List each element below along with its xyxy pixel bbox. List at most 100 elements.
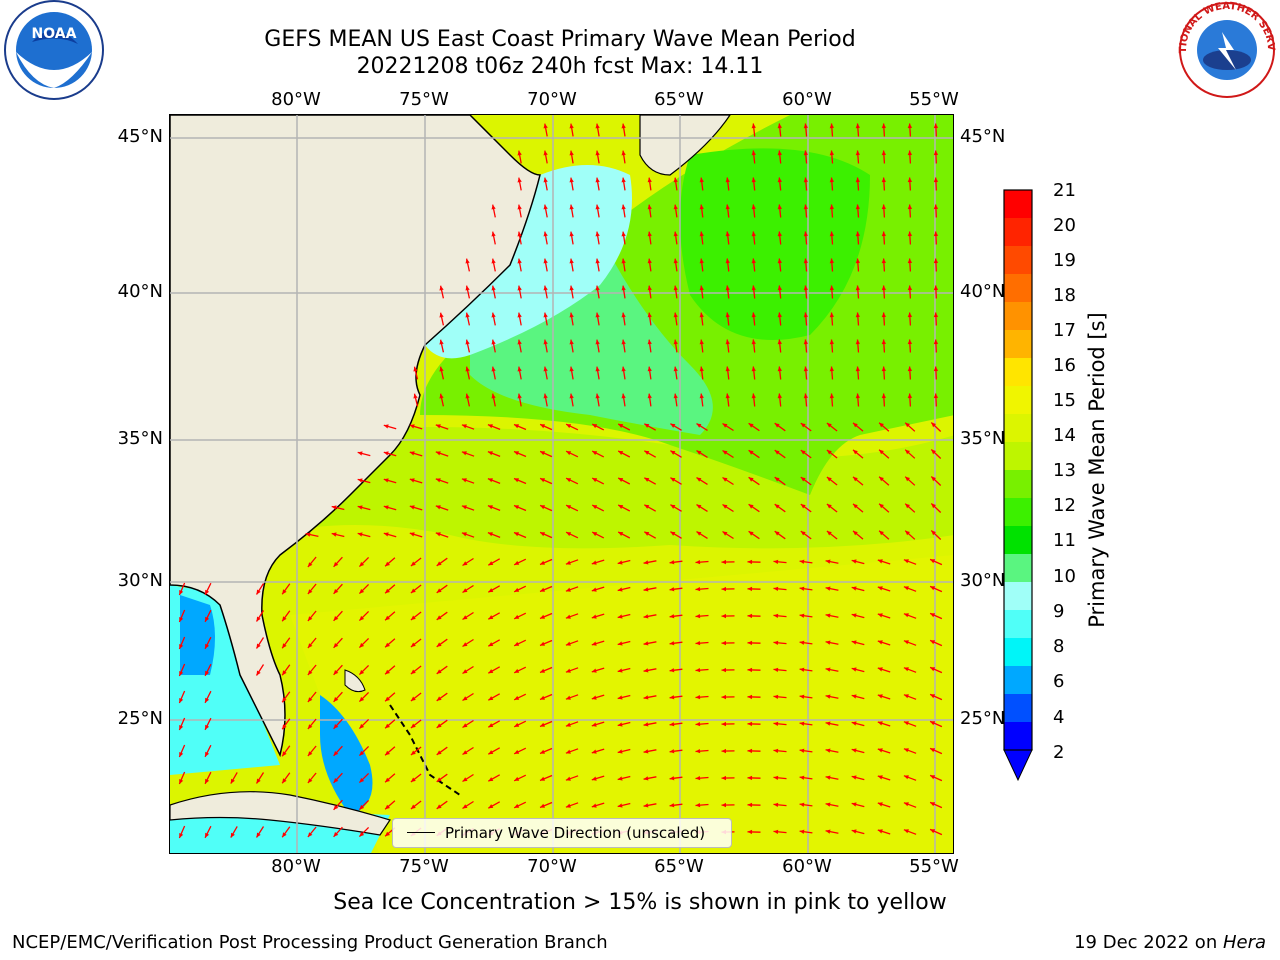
wave-arrow-head: [282, 616, 287, 622]
wave-arrow-head: [725, 366, 730, 372]
wave-arrow-head: [933, 150, 939, 156]
wave-arrow-head: [621, 339, 626, 345]
wave-arrow-head: [540, 722, 545, 727]
wave-arrow-head: [803, 339, 808, 345]
wave-arrow-head: [907, 285, 913, 291]
wave-arrow-head: [669, 695, 675, 700]
wave-arrow-head: [855, 258, 860, 264]
wave-arrow-head: [487, 451, 493, 456]
wave-arrow-head: [595, 393, 600, 399]
lon-tick-top: 80°W: [271, 89, 321, 110]
wave-arrow-head: [359, 669, 365, 675]
lon-tick-bottom: 80°W: [271, 856, 321, 877]
wave-arrow-head: [465, 258, 470, 264]
chart-title: GEFS MEAN US East Coast Primary Wave Mea…: [264, 27, 856, 52]
wave-arrow-head: [383, 451, 389, 456]
wave-arrow-head: [331, 505, 337, 510]
wave-arrow-head: [514, 722, 520, 727]
wave-arrow-head: [748, 450, 754, 455]
wave-arrow-head: [540, 749, 545, 754]
wave-arrow-head: [829, 285, 834, 291]
wave-arrow-head: [462, 777, 468, 782]
wave-arrow-head: [725, 339, 730, 345]
wave-arrow-head: [931, 476, 936, 482]
wave-arrow-head: [699, 366, 704, 372]
wave-arrow-head: [695, 749, 701, 754]
wave-arrow-head: [487, 424, 493, 429]
wave-arrow-head: [256, 670, 261, 676]
wave-arrow-head: [333, 832, 339, 837]
wave-arrow-head: [930, 775, 936, 780]
wave-arrow-head: [307, 562, 313, 567]
wave-arrow-head: [774, 423, 780, 428]
wave-arrow-head: [617, 560, 623, 565]
wave-arrow-head: [439, 339, 444, 345]
wave-arrow-head: [592, 532, 598, 537]
wave-arrow-head: [282, 643, 287, 649]
wave-arrow-head: [825, 613, 831, 618]
wave-arrow-head: [855, 393, 860, 399]
colorbar-label: 19: [1053, 250, 1076, 271]
wave-arrow-head: [826, 504, 832, 509]
wave-arrow-head: [621, 123, 626, 129]
wave-arrow-head: [855, 339, 860, 345]
wave-arrow-head: [777, 285, 782, 291]
wave-arrow-head: [800, 450, 806, 455]
wave-arrow-head: [933, 339, 939, 345]
wave-arrow-head: [855, 366, 860, 372]
wave-arrow-head: [514, 695, 520, 700]
wave-arrow-head: [669, 641, 675, 646]
wave-arrow-head: [695, 587, 701, 592]
wave-arrow-head: [721, 667, 726, 673]
wave-arrow-head: [595, 177, 600, 183]
wave-arrow-head: [829, 258, 834, 264]
wave-arrow-head: [777, 258, 782, 264]
wave-arrow-head: [540, 803, 545, 808]
wave-arrow-head: [487, 505, 493, 510]
wave-arrow-head: [825, 694, 831, 699]
wave-arrow-head: [409, 478, 415, 483]
wave-arrow-head: [907, 339, 913, 345]
wave-arrow-head: [647, 339, 652, 345]
colorbar-label: 15: [1053, 390, 1076, 411]
wave-arrow-head: [488, 723, 494, 728]
wave-arrow-head: [825, 829, 831, 834]
wave-arrow-head: [461, 532, 467, 537]
wave-arrow-head: [903, 667, 909, 672]
wave-arrow-head: [540, 668, 545, 673]
wave-arrow-head: [357, 532, 363, 537]
wave-arrow-head: [410, 588, 416, 593]
wave-arrow-head: [179, 779, 184, 784]
wave-arrow-head: [799, 829, 805, 834]
wave-arrow-head: [747, 748, 753, 754]
lon-tick-top: 75°W: [399, 89, 449, 110]
colorbar-cell: [1004, 302, 1032, 331]
wave-arrow-head: [774, 504, 780, 509]
wave-arrow-head: [385, 669, 390, 675]
wave-arrow-head: [931, 530, 936, 536]
wave-arrow-head: [747, 559, 753, 565]
wave-arrow-head: [803, 204, 808, 210]
wave-arrow-head: [829, 123, 834, 129]
wave-arrow-head: [853, 476, 858, 482]
wave-arrow-head: [410, 750, 416, 755]
wave-arrow-head: [751, 285, 756, 291]
wave-arrow-head: [905, 476, 910, 482]
wave-arrow-head: [851, 802, 857, 807]
wave-arrow-head: [543, 312, 548, 318]
wave-arrow-head: [618, 532, 624, 536]
wave-arrow-head: [647, 285, 652, 291]
wave-arrow-head: [487, 532, 493, 537]
wave-arrow-head: [881, 150, 886, 156]
wave-arrow-head: [751, 258, 756, 264]
wave-arrow-head: [409, 451, 415, 456]
wave-arrow-head: [851, 586, 857, 591]
footer-credit: NCEP/EMC/Verification Post Processing Pr…: [12, 932, 608, 953]
wave-arrow-head: [514, 668, 520, 673]
wave-arrow-head: [517, 258, 522, 264]
wave-arrow-head: [465, 312, 470, 318]
wave-arrow-head: [565, 722, 571, 727]
wave-arrow-head: [592, 424, 598, 429]
wave-arrow-head: [359, 642, 365, 648]
wave-arrow-head: [307, 697, 313, 702]
